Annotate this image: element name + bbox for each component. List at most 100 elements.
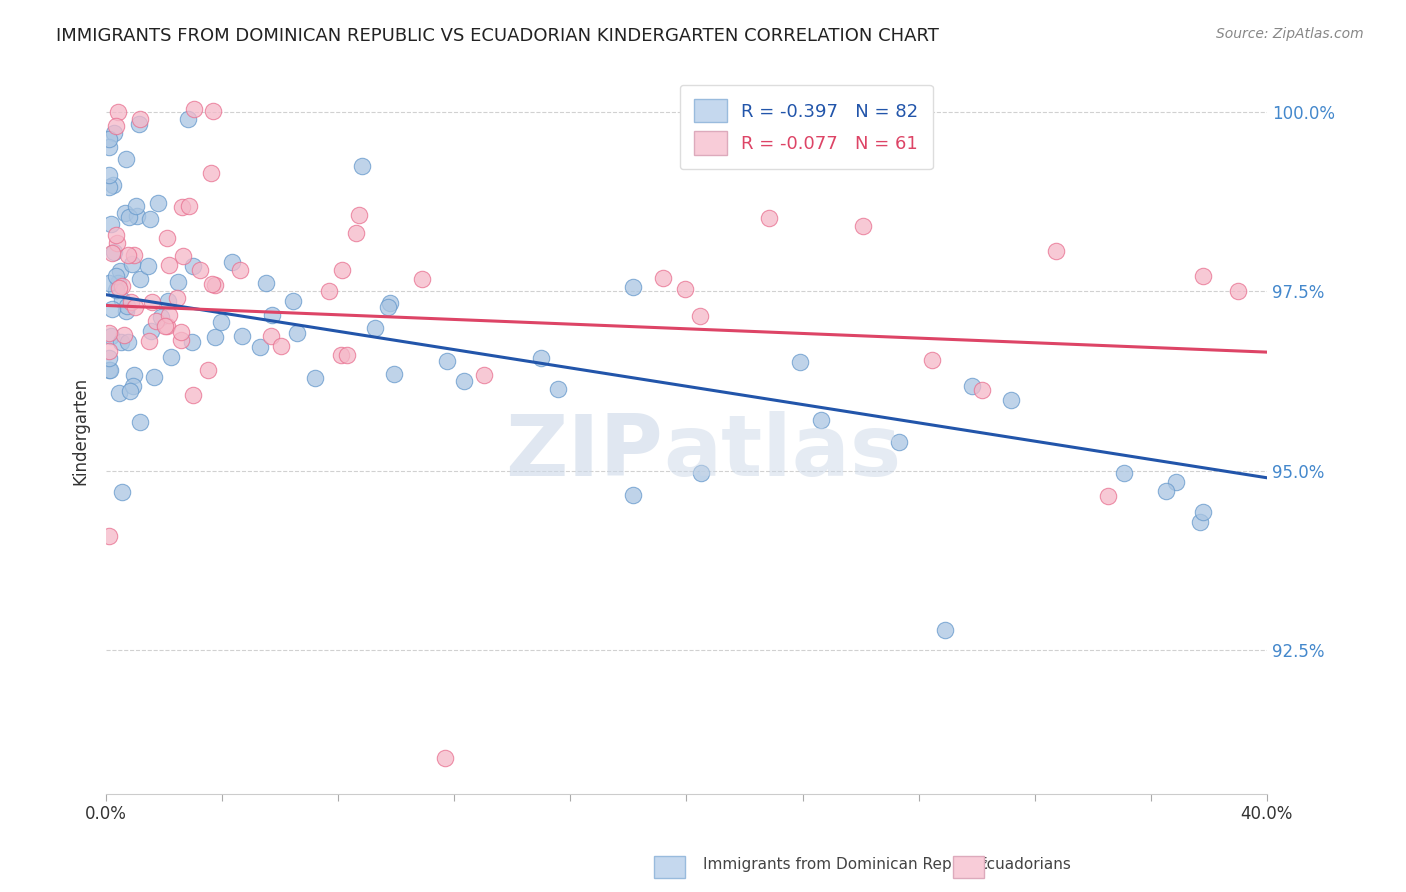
Point xyxy=(97,326,120,341)
Point xyxy=(122,379,145,393)
Point xyxy=(260,308,283,322)
Point xyxy=(157,293,180,308)
Point xyxy=(651,271,673,285)
Point xyxy=(1000,393,1022,408)
Point xyxy=(98,362,121,376)
Point xyxy=(108,264,131,278)
Point xyxy=(104,119,127,133)
Point xyxy=(810,413,832,427)
Point xyxy=(138,334,160,348)
Point xyxy=(149,310,172,324)
Point xyxy=(960,379,983,393)
Point xyxy=(108,386,131,401)
Point xyxy=(121,295,143,310)
Point xyxy=(111,484,134,499)
Y-axis label: Kindergarten: Kindergarten xyxy=(72,377,89,485)
Point xyxy=(188,263,211,277)
Point xyxy=(673,282,696,296)
Text: Ecuadorians: Ecuadorians xyxy=(977,857,1071,872)
Point xyxy=(128,118,150,132)
Point xyxy=(474,368,496,382)
Point xyxy=(122,368,145,382)
Point xyxy=(172,249,194,263)
Point xyxy=(166,291,188,305)
Point xyxy=(97,140,120,154)
Point xyxy=(330,348,353,362)
Point xyxy=(97,529,120,543)
Point xyxy=(621,279,644,293)
Point xyxy=(108,281,131,295)
Text: ZIP: ZIP xyxy=(505,411,664,494)
Point xyxy=(547,382,569,396)
Point xyxy=(249,340,271,354)
Point xyxy=(285,326,308,340)
Point xyxy=(117,248,139,262)
Point xyxy=(100,217,122,231)
Point xyxy=(157,258,180,272)
Point xyxy=(177,112,200,126)
Point xyxy=(889,435,911,450)
Point xyxy=(97,343,120,358)
Point xyxy=(221,255,243,269)
Point xyxy=(318,284,340,298)
Point xyxy=(352,159,374,173)
Point xyxy=(231,329,253,343)
Point xyxy=(177,199,200,213)
Point xyxy=(128,415,150,429)
Point xyxy=(1191,268,1213,283)
Point xyxy=(200,166,222,180)
Point xyxy=(157,308,180,322)
Point xyxy=(921,352,943,367)
Point xyxy=(124,248,146,262)
Point xyxy=(332,263,354,277)
Point xyxy=(1189,516,1212,530)
Point xyxy=(97,169,120,183)
Point xyxy=(97,179,120,194)
Point xyxy=(160,350,183,364)
Point xyxy=(852,219,875,233)
Point xyxy=(100,329,122,343)
Point xyxy=(118,384,141,398)
Point xyxy=(107,276,129,290)
Point xyxy=(621,487,644,501)
Point xyxy=(436,354,458,368)
Point xyxy=(117,335,139,350)
Point xyxy=(1164,475,1187,489)
Point xyxy=(97,276,120,290)
Point xyxy=(201,277,224,291)
Point xyxy=(114,304,136,318)
Point xyxy=(117,210,139,224)
Point xyxy=(1154,483,1177,498)
Point xyxy=(970,383,993,397)
Point xyxy=(146,195,169,210)
Point xyxy=(103,126,125,140)
Point xyxy=(101,178,124,192)
Point xyxy=(181,335,204,350)
Point xyxy=(101,246,124,260)
Point xyxy=(453,374,475,388)
Point xyxy=(181,388,204,402)
Point xyxy=(125,199,148,213)
Point xyxy=(181,259,204,273)
Point xyxy=(114,206,136,220)
Point xyxy=(281,293,304,308)
Point xyxy=(270,339,292,353)
Point xyxy=(111,278,134,293)
Point xyxy=(380,296,402,310)
Point xyxy=(183,102,205,116)
Point xyxy=(229,263,252,277)
Point xyxy=(166,275,188,289)
Point xyxy=(141,295,163,310)
Point xyxy=(377,301,399,315)
Point xyxy=(689,309,711,323)
Point xyxy=(344,226,367,240)
Point xyxy=(197,363,219,377)
Point xyxy=(103,245,125,260)
Point xyxy=(145,314,167,328)
Point xyxy=(97,362,120,376)
Point xyxy=(104,268,127,283)
Point xyxy=(105,227,128,242)
Point xyxy=(1191,505,1213,519)
Point xyxy=(153,318,176,333)
Text: atlas: atlas xyxy=(664,411,901,494)
